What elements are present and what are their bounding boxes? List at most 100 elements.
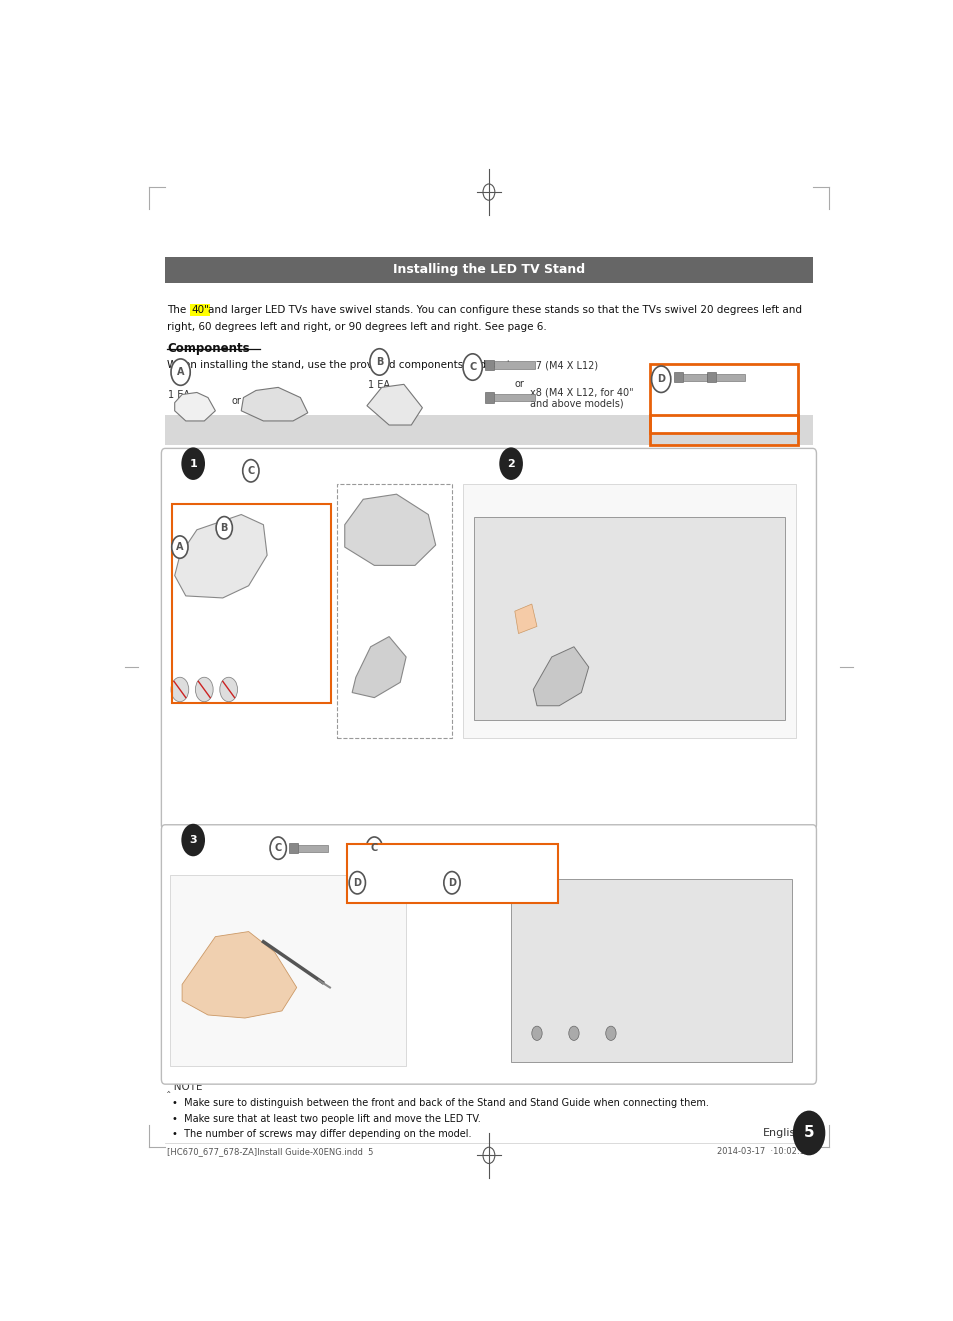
Text: 2014-03-17  ·10:02:19: 2014-03-17 ·10:02:19: [717, 1147, 810, 1156]
Text: (Security Screw,: (Security Screw,: [449, 894, 517, 904]
Text: x7 (M4 X L12): x7 (M4 X L12): [530, 361, 598, 370]
Bar: [682, 374, 712, 380]
Circle shape: [568, 1026, 578, 1041]
Circle shape: [349, 872, 365, 894]
Text: C: C: [469, 362, 476, 373]
Text: x4: x4: [422, 843, 434, 853]
Text: 3: 3: [190, 835, 196, 845]
Polygon shape: [352, 637, 406, 697]
Bar: [511, 878, 791, 1062]
Circle shape: [181, 448, 205, 480]
Polygon shape: [515, 604, 537, 634]
Bar: [289, 843, 298, 853]
Text: (Security: (Security: [354, 894, 392, 904]
Text: Front: Front: [190, 530, 213, 539]
Bar: [494, 362, 535, 369]
Text: and above models): and above models): [530, 399, 623, 408]
Bar: [706, 373, 715, 382]
Text: 1 EA: 1 EA: [168, 391, 190, 400]
Circle shape: [171, 359, 190, 386]
Circle shape: [792, 1111, 824, 1156]
Bar: [471, 880, 497, 886]
Text: ‸ Place a soft cloth over a table to protect the TV, and: ‸ Place a soft cloth over a table to pro…: [469, 744, 723, 753]
Text: A: A: [176, 542, 183, 552]
Text: C: C: [274, 843, 281, 853]
Bar: [172, 505, 331, 703]
Text: x4: x4: [263, 466, 275, 476]
Bar: [368, 877, 376, 888]
Circle shape: [651, 366, 670, 392]
Text: DO NOT USE
CHEMICALS: DO NOT USE CHEMICALS: [162, 704, 197, 715]
Polygon shape: [533, 647, 588, 705]
Circle shape: [366, 838, 382, 860]
Bar: [462, 877, 471, 888]
Text: model): model): [476, 806, 510, 815]
Text: x8 (M4 X L12, for 40": x8 (M4 X L12, for 40": [530, 387, 634, 398]
Circle shape: [531, 1026, 541, 1041]
Text: x3: x3: [401, 877, 413, 888]
Text: D: D: [353, 877, 361, 888]
Bar: [494, 394, 535, 402]
Text: •  The number of screws may differ depending on the model.: • The number of screws may differ depend…: [172, 1129, 472, 1139]
Text: ATTENTION: ATTENTION: [202, 658, 255, 667]
Circle shape: [195, 678, 213, 701]
Polygon shape: [344, 494, 436, 565]
Circle shape: [605, 1026, 616, 1041]
Text: 40" 48": 40" 48": [256, 425, 293, 435]
Text: A: A: [176, 367, 184, 376]
Circle shape: [172, 536, 188, 559]
FancyBboxPatch shape: [161, 824, 816, 1085]
Bar: [462, 483, 795, 738]
Circle shape: [370, 349, 389, 375]
Text: C: C: [371, 843, 377, 853]
Text: or: or: [515, 379, 524, 390]
Text: D: D: [657, 374, 664, 384]
Bar: [474, 517, 783, 720]
Text: English: English: [761, 1128, 802, 1137]
Bar: [673, 373, 682, 382]
Text: [HC670_677_678-ZA]Install Guide-X0ENG.indd  5: [HC670_677_678-ZA]Install Guide-X0ENG.in…: [167, 1147, 374, 1156]
Text: 40": 40": [192, 305, 209, 314]
Text: Screw): Screw): [354, 902, 382, 911]
Bar: [385, 843, 394, 853]
Bar: [485, 392, 494, 403]
Text: tom of the TV. (Stand differ depending on the: tom of the TV. (Stand differ depending o…: [476, 790, 692, 799]
Text: Components: Components: [167, 342, 250, 354]
Polygon shape: [174, 392, 215, 421]
Text: The: The: [167, 305, 190, 314]
Text: Installing the LED TV Stand: Installing the LED TV Stand: [393, 263, 584, 276]
Bar: [170, 875, 406, 1066]
Bar: [485, 359, 494, 370]
Text: x4: x4: [495, 877, 506, 888]
Text: DO NOT USE
OIL: DO NOT USE OIL: [212, 704, 246, 715]
Bar: [347, 844, 558, 904]
Text: or: or: [432, 877, 441, 888]
Circle shape: [462, 354, 482, 380]
Text: C: C: [247, 466, 254, 476]
Bar: [165, 415, 812, 445]
Text: ‸ NOTE: ‸ NOTE: [167, 1082, 203, 1092]
Text: then place the TV on the cloth screen side down.: then place the TV on the cloth screen si…: [476, 758, 709, 768]
Text: ‸ Insert the Stand Guide into the slot on the bot-: ‸ Insert the Stand Guide into the slot o…: [469, 775, 697, 783]
Circle shape: [216, 517, 233, 539]
Text: 1 EA: 1 EA: [368, 380, 390, 390]
Text: •  Stand (differs depending on the model): • Stand (differs depending on the model): [193, 425, 383, 435]
Text: and larger LED TVs have swivel stands. You can configure these stands so that th: and larger LED TVs have swivel stands. Y…: [208, 305, 801, 314]
Polygon shape: [174, 514, 267, 598]
Bar: [165, 258, 812, 283]
Text: DO NOT USE
GREASE: DO NOT USE GREASE: [187, 704, 221, 715]
Circle shape: [219, 678, 237, 701]
Circle shape: [443, 872, 459, 894]
Text: •  Security Screws (3EA)
(4EA, for 40" and above
models): • Security Screws (3EA) (4EA, for 40" an…: [657, 415, 760, 445]
Text: •  Make sure that at least two people lift and move the LED TV.: • Make sure that at least two people lif…: [172, 1114, 480, 1124]
Bar: [715, 374, 744, 380]
Polygon shape: [367, 384, 422, 425]
Circle shape: [498, 448, 522, 480]
Text: B: B: [375, 357, 383, 367]
Text: or: or: [231, 395, 241, 406]
Bar: [394, 844, 423, 852]
Text: 40"*48"model have: 40"*48"model have: [212, 798, 294, 807]
Polygon shape: [241, 387, 308, 421]
Text: •  Make sure to distinguish between the front and back of the Stand and Stand Gu: • Make sure to distinguish between the f…: [172, 1098, 709, 1108]
Text: 28": 28": [182, 425, 199, 435]
